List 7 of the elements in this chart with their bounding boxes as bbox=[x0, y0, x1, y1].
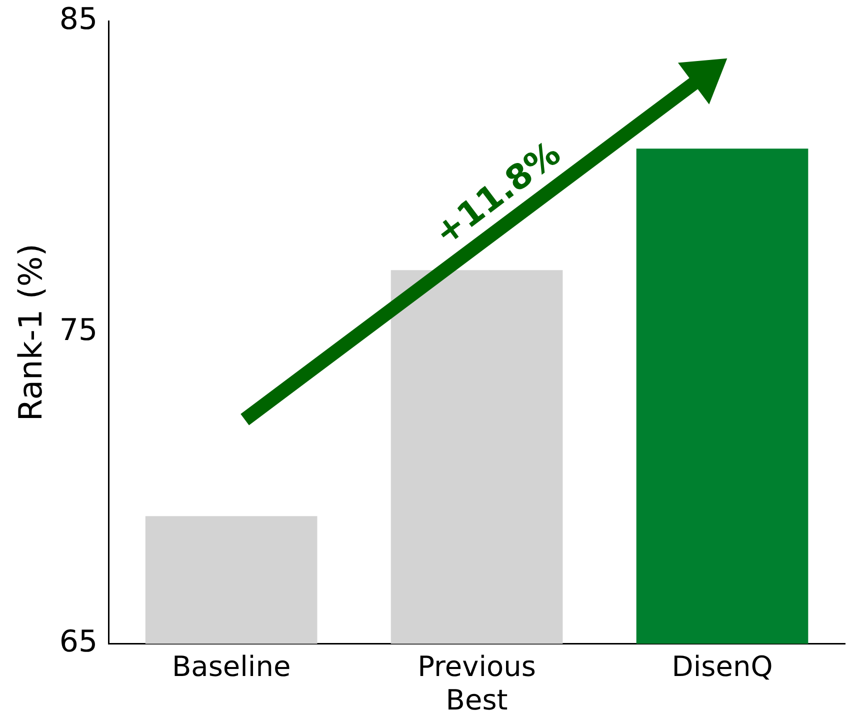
x-tick-label: Baseline bbox=[172, 650, 291, 683]
x-tick-label: DisenQ bbox=[672, 650, 773, 683]
x-tick-label: Previous Best bbox=[418, 650, 536, 716]
y-tick-label: 85 bbox=[59, 2, 98, 37]
y-tick-label: 65 bbox=[59, 624, 98, 660]
y-tick-label: 75 bbox=[59, 313, 98, 348]
y-axis-title: Rank-1 (%) bbox=[12, 244, 50, 422]
